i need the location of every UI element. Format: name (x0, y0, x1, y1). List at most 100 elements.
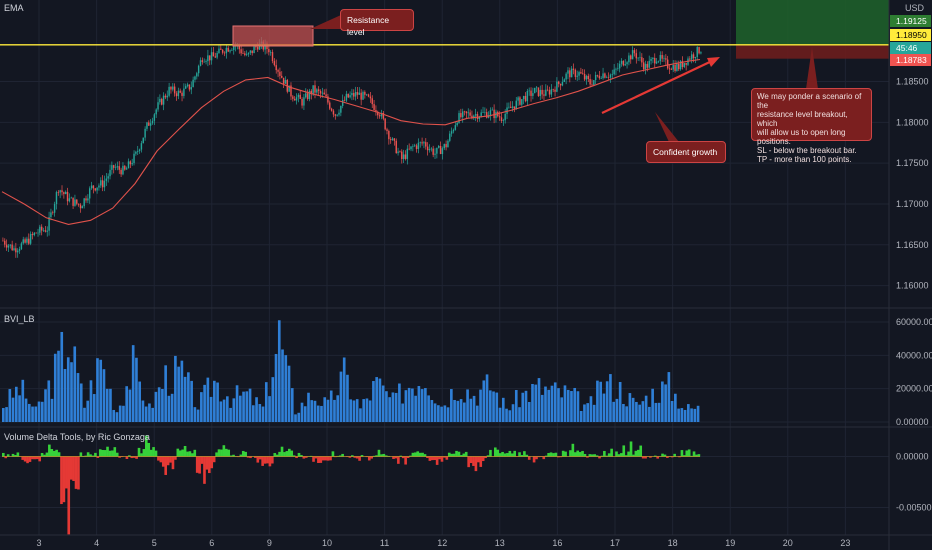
delta-bar (205, 456, 209, 470)
volume-bar (268, 396, 271, 422)
volume-bar (498, 407, 502, 422)
volume-bar (469, 398, 473, 422)
candle-body (218, 48, 220, 54)
delta-bar (426, 456, 429, 459)
candle-body (534, 87, 536, 94)
volume-bar (284, 355, 288, 422)
grid-lines (0, 0, 889, 535)
growth-arrow[interactable] (601, 59, 715, 114)
delta-bar (140, 453, 143, 457)
candle-body (602, 73, 604, 79)
delta-bar (464, 451, 468, 457)
candle-body (316, 89, 318, 93)
scenario-line-5: TP - more than 100 points. (757, 155, 852, 164)
candle-body (233, 46, 235, 50)
candle-body (55, 192, 58, 205)
candle-body (456, 122, 458, 126)
candle-body (461, 111, 464, 118)
volume-tick-label: 60000.00000 (896, 317, 932, 327)
candle-body (185, 86, 187, 89)
candle-body (220, 48, 222, 50)
delta-bar (176, 448, 180, 457)
delta-bar (649, 456, 652, 458)
delta-bar (569, 450, 572, 457)
candle-body (583, 73, 586, 80)
candle-body (485, 112, 488, 118)
candle-body (245, 54, 248, 56)
candle-body (524, 95, 527, 102)
candle-body (173, 86, 176, 94)
candle-body (543, 94, 545, 96)
delta-bar (125, 456, 129, 460)
candle-body (646, 63, 649, 68)
delta-bar (360, 455, 364, 457)
delta-bar (181, 449, 184, 457)
volume-bar (553, 382, 557, 422)
candle-body (467, 112, 469, 114)
candle-body (2, 240, 4, 242)
volume-bar (683, 409, 687, 422)
candle-body (40, 226, 43, 231)
delta-bar (348, 456, 352, 458)
candle-body (39, 226, 41, 233)
candle-body (519, 97, 521, 105)
candle-body (389, 139, 392, 141)
delta-bar (687, 449, 691, 457)
volume-bar (73, 346, 77, 422)
candle-body (441, 148, 444, 155)
candle-body (504, 113, 506, 121)
delta-bar (639, 445, 643, 457)
price-tag-label: 1.18950 (896, 30, 927, 40)
candle-body (469, 112, 471, 116)
scenario-callout[interactable]: We may ponder a scenario of the resistan… (751, 88, 872, 164)
volume-bar (583, 404, 586, 422)
time-tick-label: 19 (725, 538, 735, 548)
candle-body (607, 77, 610, 78)
candle-body (297, 94, 300, 98)
price-tick-label: 1.18000 (896, 117, 929, 127)
delta-bar (632, 454, 635, 457)
volume-bar (651, 388, 654, 422)
candle-body (22, 239, 24, 244)
volume-bar (161, 388, 164, 422)
volume-bar (274, 353, 278, 422)
candle-body (179, 90, 181, 93)
delta-bar (559, 456, 563, 458)
resistance-zone-box[interactable] (232, 25, 314, 47)
candle-body (329, 102, 331, 109)
candle-body (535, 87, 538, 89)
delta-bar (244, 451, 247, 457)
volume-bar (70, 362, 73, 422)
delta-bar (23, 456, 27, 462)
volume-bar (622, 403, 625, 422)
candle-body (670, 69, 673, 70)
candle-body (37, 232, 39, 234)
delta-bar (406, 456, 410, 459)
candle-body (598, 75, 601, 79)
volume-bar (31, 406, 34, 422)
candle-body (375, 109, 377, 112)
delta-bar (193, 449, 197, 457)
delta-bar (636, 449, 640, 457)
candle-body (340, 105, 342, 113)
candle-body (393, 138, 396, 141)
delta-bar (656, 456, 659, 459)
delta-bar (40, 453, 44, 457)
resistance-callout[interactable]: Resistance level (340, 9, 414, 37)
delta-bar (84, 455, 88, 457)
candle-body (53, 204, 56, 213)
delta-bar (615, 451, 618, 457)
growth-callout[interactable]: Confident growth (646, 141, 726, 163)
candle-body (609, 74, 612, 78)
candle-body (323, 92, 325, 95)
delta-bar (392, 456, 395, 459)
candle-body (18, 249, 21, 251)
candle-body (96, 187, 98, 191)
volume-bar (644, 395, 648, 422)
candle-body (122, 165, 124, 175)
candle-body (365, 94, 368, 96)
delta-bar (266, 456, 269, 464)
candle-body (522, 95, 525, 100)
volume-bar (521, 392, 525, 422)
delta-bar (241, 450, 245, 457)
